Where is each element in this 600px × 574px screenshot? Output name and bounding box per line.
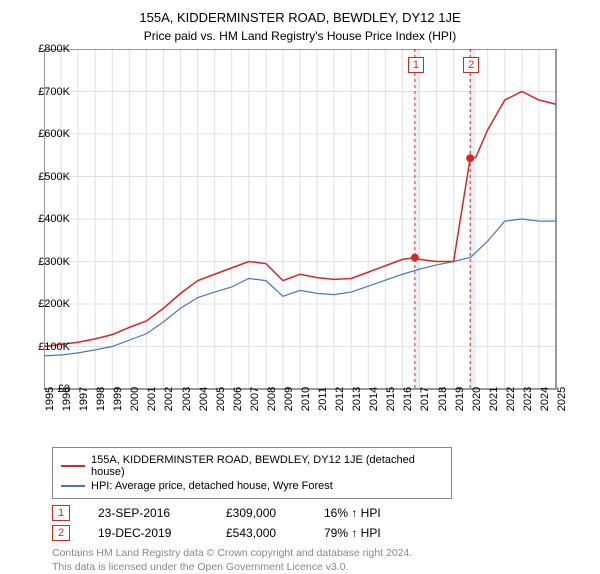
plot-svg xyxy=(44,49,584,449)
legend-label: HPI: Average price, detached house, Wyre… xyxy=(91,480,333,492)
x-tick-label: 2015 xyxy=(385,387,397,411)
sales-date: 23-SEP-2016 xyxy=(98,506,198,520)
sales-price: £309,000 xyxy=(226,506,296,520)
y-tick-label: £100K xyxy=(38,341,70,353)
x-tick-label: 2006 xyxy=(232,387,244,411)
x-tick-label: 2003 xyxy=(181,387,193,411)
x-tick-label: 2011 xyxy=(317,387,329,411)
marker-label: 1 xyxy=(408,57,424,73)
x-tick-label: 2014 xyxy=(368,387,380,411)
x-tick-label: 2008 xyxy=(266,387,278,411)
footer-line: This data is licensed under the Open Gov… xyxy=(52,561,584,574)
x-tick-label: 2004 xyxy=(198,387,210,411)
x-tick-label: 2009 xyxy=(283,387,295,411)
sales-table: 1 23-SEP-2016 £309,000 16% ↑ HPI 2 19-DE… xyxy=(52,505,584,541)
x-tick-label: 2024 xyxy=(539,387,551,411)
sales-diff: 16% ↑ HPI xyxy=(324,506,404,520)
x-tick-label: 1999 xyxy=(112,387,124,411)
plot-area: £0£100K£200K£300K£400K£500K£600K£700K£80… xyxy=(44,49,584,389)
x-tick-label: 1998 xyxy=(95,387,107,411)
x-tick-label: 2017 xyxy=(419,387,431,411)
x-tick-label: 2007 xyxy=(249,387,261,411)
x-tick-label: 2022 xyxy=(505,387,517,411)
legend-swatch xyxy=(61,485,85,487)
footer-line: Contains HM Land Registry data © Crown c… xyxy=(52,547,584,561)
x-tick-label: 2019 xyxy=(454,387,466,411)
x-tick-label: 2002 xyxy=(163,387,175,411)
x-tick-label: 1996 xyxy=(61,387,73,411)
x-tick-label: 2021 xyxy=(488,387,500,411)
sales-row: 2 19-DEC-2019 £543,000 79% ↑ HPI xyxy=(52,525,584,541)
x-tick-label: 2025 xyxy=(556,387,568,411)
x-tick-label: 2001 xyxy=(146,387,158,411)
sales-date: 19-DEC-2019 xyxy=(98,526,198,540)
sales-price: £543,000 xyxy=(226,526,296,540)
y-tick-label: £800K xyxy=(38,43,70,55)
y-tick-label: £400K xyxy=(38,213,70,225)
legend-box: 155A, KIDDERMINSTER ROAD, BEWDLEY, DY12 … xyxy=(52,447,452,499)
x-tick-label: 2016 xyxy=(402,387,414,411)
chart-subtitle: Price paid vs. HM Land Registry's House … xyxy=(16,29,584,43)
x-tick-label: 2013 xyxy=(351,387,363,411)
x-tick-label: 2000 xyxy=(129,387,141,411)
legend-row: 155A, KIDDERMINSTER ROAD, BEWDLEY, DY12 … xyxy=(61,454,443,478)
x-tick-label: 2020 xyxy=(471,387,483,411)
x-tick-label: 1995 xyxy=(44,387,56,411)
y-tick-label: £300K xyxy=(38,256,70,268)
x-tick-label: 1997 xyxy=(78,387,90,411)
legend-swatch xyxy=(61,465,85,467)
y-tick-label: £600K xyxy=(38,128,70,140)
y-tick-label: £700K xyxy=(38,86,70,98)
sales-marker: 2 xyxy=(52,525,70,541)
x-tick-label: 2023 xyxy=(522,387,534,411)
chart-title: 155A, KIDDERMINSTER ROAD, BEWDLEY, DY12 … xyxy=(16,10,584,25)
y-tick-label: £200K xyxy=(38,298,70,310)
chart-container: 155A, KIDDERMINSTER ROAD, BEWDLEY, DY12 … xyxy=(0,0,600,560)
marker-label: 2 xyxy=(463,57,479,73)
x-tick-label: 2012 xyxy=(334,387,346,411)
legend-label: 155A, KIDDERMINSTER ROAD, BEWDLEY, DY12 … xyxy=(91,454,443,478)
sales-row: 1 23-SEP-2016 £309,000 16% ↑ HPI xyxy=(52,505,584,521)
footer-note: Contains HM Land Registry data © Crown c… xyxy=(52,547,584,574)
sales-marker: 1 xyxy=(52,505,70,521)
y-tick-label: £500K xyxy=(38,171,70,183)
x-tick-label: 2018 xyxy=(437,387,449,411)
x-tick-label: 2010 xyxy=(300,387,312,411)
legend-row: HPI: Average price, detached house, Wyre… xyxy=(61,480,443,492)
x-tick-label: 2005 xyxy=(215,387,227,411)
sales-diff: 79% ↑ HPI xyxy=(324,526,404,540)
